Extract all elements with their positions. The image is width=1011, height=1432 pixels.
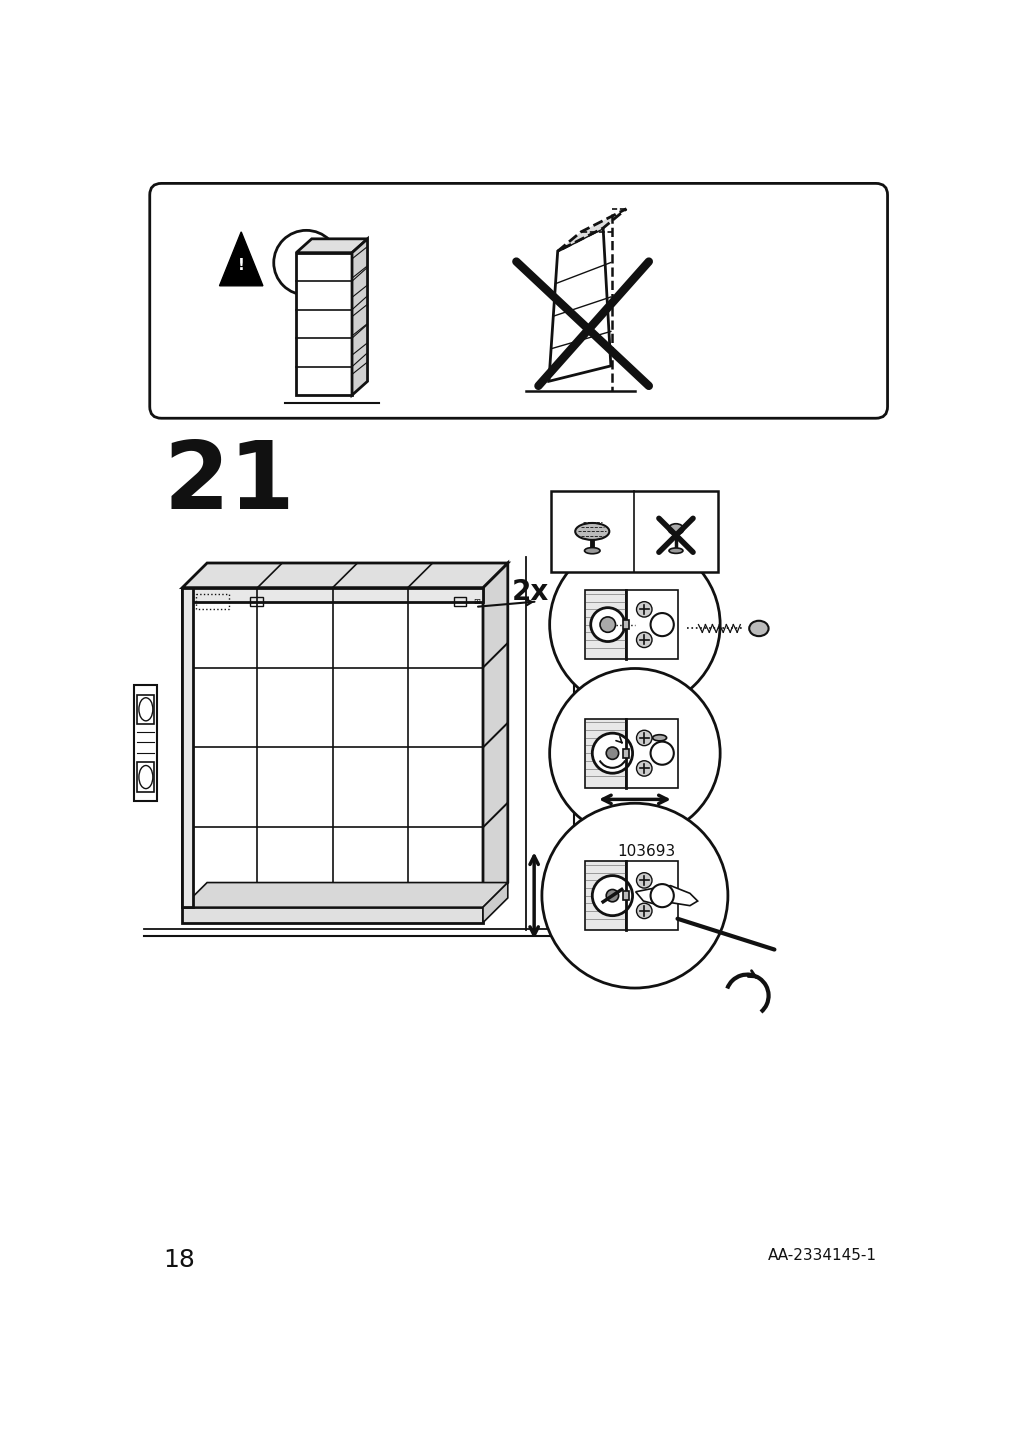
Bar	[584, 861, 626, 931]
Circle shape	[636, 730, 651, 746]
Circle shape	[591, 733, 632, 773]
Bar	[251, 597, 263, 606]
Bar	[134, 686, 158, 800]
Text: ⊞: ⊞	[472, 597, 479, 606]
Text: 18: 18	[164, 1249, 195, 1272]
Bar	[137, 695, 155, 725]
Polygon shape	[352, 239, 367, 395]
Ellipse shape	[584, 547, 600, 554]
Bar	[584, 590, 626, 659]
Ellipse shape	[652, 735, 666, 740]
Bar	[626, 590, 676, 659]
Circle shape	[606, 748, 618, 759]
Circle shape	[636, 872, 651, 888]
Circle shape	[650, 742, 673, 765]
Text: !: !	[238, 258, 245, 274]
Circle shape	[590, 607, 624, 642]
Polygon shape	[296, 239, 367, 252]
Text: AA-2334145-1: AA-2334145-1	[767, 1249, 876, 1263]
Bar	[623, 620, 629, 629]
Bar	[182, 587, 482, 908]
Polygon shape	[219, 232, 263, 286]
Circle shape	[650, 884, 673, 908]
Bar	[626, 861, 676, 931]
Bar	[453, 597, 465, 606]
Text: 103693: 103693	[617, 843, 675, 859]
Circle shape	[549, 540, 720, 709]
Circle shape	[606, 889, 618, 902]
Ellipse shape	[668, 548, 682, 553]
Bar	[623, 891, 629, 901]
Circle shape	[591, 875, 632, 915]
Circle shape	[636, 904, 651, 918]
Circle shape	[636, 632, 651, 647]
Bar	[623, 749, 629, 758]
Bar	[196, 594, 228, 609]
Ellipse shape	[574, 523, 609, 540]
Circle shape	[636, 601, 651, 617]
Text: 2x: 2x	[512, 577, 548, 606]
Bar	[584, 719, 626, 788]
Polygon shape	[557, 209, 626, 251]
Bar	[296, 252, 352, 395]
Text: 21: 21	[164, 438, 295, 530]
Bar	[182, 587, 482, 601]
Polygon shape	[482, 563, 508, 908]
Circle shape	[650, 613, 673, 636]
Polygon shape	[182, 882, 508, 908]
Bar	[626, 719, 676, 788]
Ellipse shape	[748, 620, 767, 636]
FancyBboxPatch shape	[150, 183, 887, 418]
Circle shape	[541, 803, 727, 988]
Polygon shape	[482, 882, 508, 922]
Polygon shape	[182, 563, 508, 587]
Circle shape	[600, 617, 615, 633]
Bar	[182, 908, 482, 922]
Bar	[551, 491, 717, 573]
Bar	[182, 587, 193, 908]
Bar	[137, 762, 155, 792]
Circle shape	[549, 669, 720, 838]
Polygon shape	[635, 885, 697, 905]
Polygon shape	[548, 228, 611, 381]
Ellipse shape	[667, 524, 683, 534]
Circle shape	[636, 760, 651, 776]
